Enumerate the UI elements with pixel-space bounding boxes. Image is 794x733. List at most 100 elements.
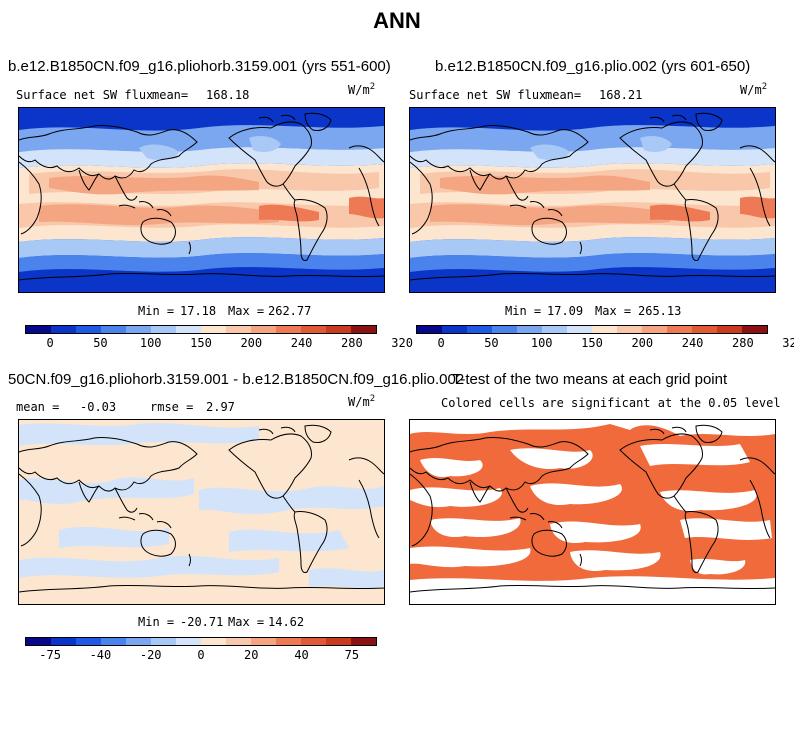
panel1-colorbar-swatch xyxy=(326,326,351,333)
panel3-colorbar-tick-label: 20 xyxy=(244,648,259,662)
panel2-colorbar-swatch xyxy=(417,326,442,333)
panel3-rmse-value: 2.97 xyxy=(206,400,235,414)
panel2-colorbar-swatch xyxy=(492,326,517,333)
panel3-colorbar-swatch xyxy=(101,638,126,645)
panel3-colorbar-swatch xyxy=(201,638,226,645)
panel1-min-value: 17.18 xyxy=(180,304,217,318)
panel3-colorbar-swatch xyxy=(276,638,301,645)
panel3-map xyxy=(18,419,385,605)
panel2-colorbar-tick-label: 0 xyxy=(437,336,445,350)
panel3-max-label: Max = xyxy=(228,615,265,629)
panel3-colorbar-swatch xyxy=(151,638,176,645)
panel2-mean-label: mean= xyxy=(545,88,582,102)
panel3-colorbar-swatch xyxy=(76,638,101,645)
panel2-colorbar-tick-label: 280 xyxy=(732,336,754,350)
panel1-colorbar-swatch xyxy=(51,326,76,333)
panel3-colorbar-swatch xyxy=(301,638,326,645)
panel1-units: W/m2 xyxy=(348,82,376,97)
panel2-colorbar-tick-label: 150 xyxy=(581,336,603,350)
panel4-map-graphic xyxy=(410,420,775,604)
panel1-colorbar-swatch xyxy=(151,326,176,333)
panel2-colorbar-swatch xyxy=(592,326,617,333)
panel2-colorbar-swatch xyxy=(667,326,692,333)
panel1-colorbar-tick-label: 150 xyxy=(190,336,212,350)
panel3-colorbar-tick-label: 0 xyxy=(197,648,205,662)
panel1-colorbar-tick-label: 100 xyxy=(139,336,162,350)
panel1-colorbar-swatch xyxy=(76,326,101,333)
panel1-colorbar-tick-label: 200 xyxy=(240,336,263,350)
figure-title: ANN xyxy=(373,8,421,33)
panel3-colorbar-tick-label: -40 xyxy=(89,648,112,662)
panel2-colorbar-swatch xyxy=(742,326,767,333)
panel1-mean-value: 168.18 xyxy=(206,88,250,102)
panel2-colorbar-swatch xyxy=(617,326,642,333)
panel3-colorbar-tick-label: 40 xyxy=(294,648,309,662)
panel1-map xyxy=(18,107,385,293)
panel1-colorbar-swatch xyxy=(251,326,276,333)
panel3-colorbar-swatch xyxy=(226,638,251,645)
panel2-min-label: Min = xyxy=(505,304,542,318)
panel2-colorbar-swatch xyxy=(692,326,717,333)
panel2-colorbar-swatch xyxy=(442,326,467,333)
panel3-colorbar-swatch xyxy=(51,638,76,645)
panel2-colorbar-swatch xyxy=(542,326,567,333)
panel3-units: W/m2 xyxy=(348,394,376,409)
panel2-colorbar-tick-label: 240 xyxy=(681,336,704,350)
panel3-rmse-label: rmse = xyxy=(150,400,194,414)
panel3-colorbar-swatch xyxy=(351,638,376,645)
panel3-colorbar xyxy=(25,637,377,646)
panel3-case-title: 50CN.f09_g16.pliohorb.3159.001 - b.e12.B… xyxy=(8,371,465,388)
panel1-colorbar-tick-label: 0 xyxy=(46,336,54,350)
panel1-min-label: Min = xyxy=(138,304,175,318)
panel2-colorbar xyxy=(416,325,768,334)
panel3-max-value: 14.62 xyxy=(268,615,305,629)
panel1-colorbar-tick-label: 280 xyxy=(341,336,363,350)
panel3-mean-value: -0.03 xyxy=(80,400,117,414)
panel3-min-value: -20.71 xyxy=(180,615,224,629)
panel1-colorbar-swatch xyxy=(201,326,226,333)
panel2-colorbar-tick-label: 100 xyxy=(530,336,553,350)
panel2-max-value: 265.13 xyxy=(638,304,682,318)
panel2-colorbar-swatch xyxy=(717,326,742,333)
panel1-max-value: 262.77 xyxy=(268,304,312,318)
panel3-colorbar-swatch xyxy=(126,638,151,645)
panel1-mean-label: mean= xyxy=(152,88,189,102)
panel4-map xyxy=(409,419,776,605)
panel2-units: W/m2 xyxy=(740,82,768,97)
panel2-colorbar-swatch xyxy=(642,326,667,333)
panel3-colorbar-swatch xyxy=(251,638,276,645)
panel2-colorbar-tick-label: 200 xyxy=(631,336,654,350)
panel3-map-graphic xyxy=(19,420,384,604)
panel4-title: T-test of the two means at each grid poi… xyxy=(452,371,728,388)
panel2-field-label: Surface net SW flux xyxy=(409,88,547,102)
panel1-colorbar-tick-label: 50 xyxy=(93,336,108,350)
panel1-colorbar-swatch xyxy=(126,326,151,333)
panel1-colorbar-tick-label: 240 xyxy=(290,336,313,350)
panel2-map-graphic xyxy=(410,108,775,292)
panel2-map xyxy=(409,107,776,293)
panel2-max-label: Max = xyxy=(595,304,632,318)
panel1-colorbar-swatch xyxy=(176,326,201,333)
panel2-colorbar-swatch xyxy=(467,326,492,333)
panel2-colorbar-swatch xyxy=(567,326,592,333)
panel3-min-label: Min = xyxy=(138,615,175,629)
panel2-colorbar-swatch xyxy=(517,326,542,333)
panel1-colorbar-tick-label: 320 xyxy=(391,336,413,350)
panel1-case-title: b.e12.B1850CN.f09_g16.pliohorb.3159.001 … xyxy=(8,58,391,75)
panel1-field-label: Surface net SW flux xyxy=(16,88,154,102)
panel2-case-title: b.e12.B1850CN.f09_g16.plio.002 (yrs 601-… xyxy=(435,58,751,75)
panel3-colorbar-swatch xyxy=(326,638,351,645)
panel2-min-value: 17.09 xyxy=(547,304,584,318)
panel2-colorbar-tick-label: 320 xyxy=(782,336,794,350)
panel3-colorbar-swatch xyxy=(26,638,51,645)
panel3-colorbar-tick-label: -75 xyxy=(39,648,61,662)
panel4-subtitle: Colored cells are significant at the 0.0… xyxy=(441,396,781,410)
panel1-colorbar-swatch xyxy=(26,326,51,333)
panel1-map-graphic xyxy=(19,108,384,292)
panel1-colorbar-swatch xyxy=(226,326,251,333)
panel1-colorbar-swatch xyxy=(301,326,326,333)
panel3-colorbar-tick-label: 75 xyxy=(344,648,360,662)
panel3-colorbar-tick-label: -20 xyxy=(139,648,162,662)
panel3-colorbar-swatch xyxy=(176,638,201,645)
panel1-colorbar-swatch xyxy=(276,326,301,333)
